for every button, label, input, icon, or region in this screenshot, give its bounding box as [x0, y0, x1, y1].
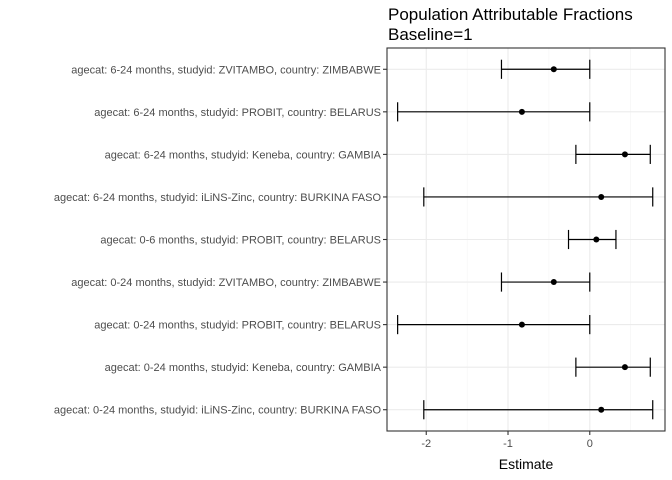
- estimate-point: [621, 151, 628, 158]
- y-tick-label: agecat: 6-24 months, studyid: PROBIT, co…: [94, 107, 381, 119]
- y-tick-label: agecat: 6-24 months, studyid: ZVITAMBO, …: [71, 64, 381, 76]
- chart-title-line-1: Population Attributable Fractions: [388, 5, 633, 24]
- plot-area: agecat: 0-24 months, studyid: iLiNS-Zinc…: [54, 47, 666, 450]
- estimate-point: [550, 279, 557, 286]
- y-tick-label: agecat: 6-24 months, studyid: iLiNS-Zinc…: [54, 192, 382, 204]
- y-tick-label: agecat: 6-24 months, studyid: Keneba, co…: [105, 149, 382, 161]
- chart-title: Population Attributable Fractions Baseli…: [388, 5, 633, 44]
- y-tick-label: agecat: 0-24 months, studyid: PROBIT, co…: [94, 320, 381, 332]
- estimate-point: [550, 66, 557, 73]
- x-tick-label: -1: [503, 438, 513, 450]
- y-tick-label: agecat: 0-24 months, studyid: iLiNS-Zinc…: [54, 405, 382, 417]
- x-tick-label: -2: [421, 438, 431, 450]
- y-tick-label: agecat: 0-24 months, studyid: ZVITAMBO, …: [71, 277, 381, 289]
- x-tick-label: 0: [587, 438, 593, 450]
- estimate-point: [621, 364, 628, 371]
- chart-title-line-2: Baseline=1: [388, 25, 473, 44]
- estimate-point: [518, 321, 525, 328]
- y-tick-label: agecat: 0-6 months, studyid: PROBIT, cou…: [100, 235, 381, 247]
- estimate-point: [593, 236, 600, 243]
- estimate-point: [598, 193, 605, 200]
- y-tick-label: agecat: 0-24 months, studyid: Keneba, co…: [105, 362, 382, 374]
- estimate-point: [598, 406, 605, 413]
- estimate-point: [518, 108, 525, 115]
- x-axis-label: Estimate: [499, 456, 554, 472]
